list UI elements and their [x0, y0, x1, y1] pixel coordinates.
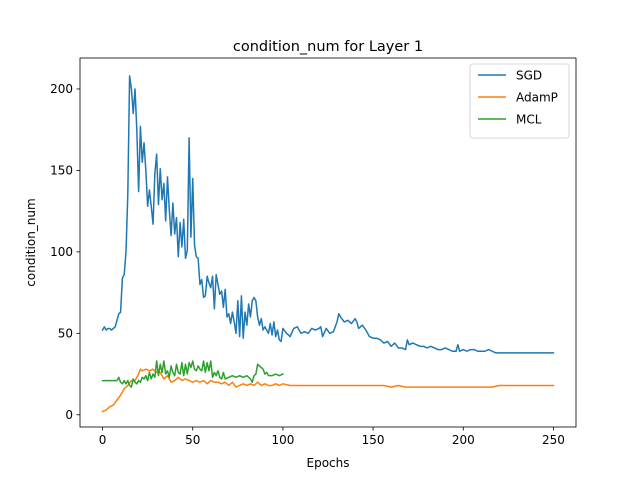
y-tick-label: 100	[50, 245, 73, 259]
series-line-mcl	[101, 360, 284, 388]
y-axis: 0 50 100 150 200	[50, 82, 80, 422]
series-line-sgd	[101, 75, 555, 354]
plot-frame	[79, 57, 577, 428]
y-tick-label: 50	[58, 327, 73, 341]
x-tick-label: 100	[271, 433, 294, 447]
series-line-adamp	[101, 368, 555, 413]
y-tick-label: 150	[50, 164, 73, 178]
x-tick-label: 0	[99, 433, 107, 447]
legend-label-adamp: AdamP	[516, 90, 558, 104]
chart-title: condition_num for Layer 1	[233, 39, 423, 55]
y-tick-label: 0	[65, 408, 73, 422]
x-axis: 0 50 100 150 200 250	[99, 427, 565, 447]
x-axis-label: Epochs	[307, 456, 350, 470]
x-tick-label: 150	[362, 433, 385, 447]
y-tick-label: 200	[50, 82, 73, 96]
plot-lines	[101, 75, 555, 413]
y-axis-label: condition_num	[24, 198, 38, 286]
legend: SGD AdamP MCL	[469, 63, 570, 139]
legend-label-mcl: MCL	[516, 112, 542, 126]
legend-label-sgd: SGD	[516, 68, 542, 82]
x-tick-label: 50	[185, 433, 200, 447]
x-tick-label: 250	[542, 433, 565, 447]
x-tick-label: 200	[452, 433, 475, 447]
